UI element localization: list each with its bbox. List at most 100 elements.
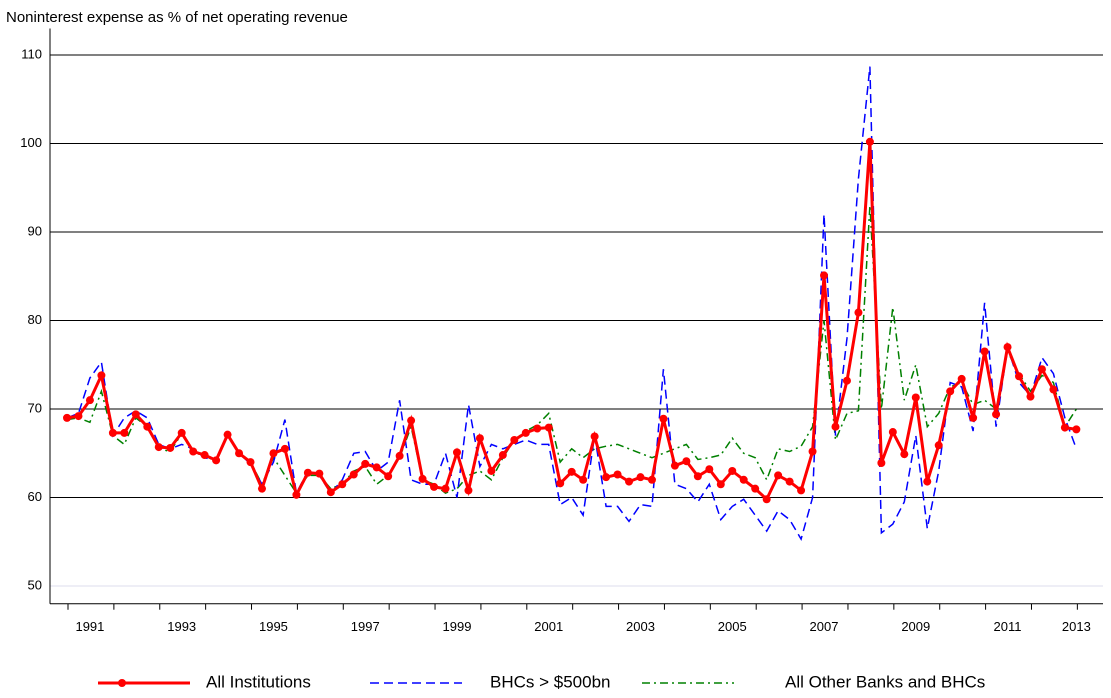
data-point (900, 450, 909, 459)
data-point (475, 434, 484, 443)
data-point (544, 423, 553, 432)
legend-label: BHCs > $500bn (490, 672, 611, 691)
data-point (280, 444, 289, 453)
data-point (212, 456, 221, 465)
data-point (74, 412, 83, 421)
data-point (911, 393, 920, 402)
y-tick-label: 60 (28, 489, 42, 504)
x-tick-label: 2009 (901, 619, 930, 634)
data-point (556, 479, 565, 488)
x-tick-label: 2011 (994, 619, 1022, 634)
data-point (831, 422, 840, 431)
data-point (120, 428, 129, 437)
data-point (1003, 343, 1012, 352)
data-point (143, 422, 152, 431)
data-point (946, 387, 955, 396)
data-point (487, 466, 496, 475)
x-tick-label: 2013 (1062, 619, 1091, 634)
data-point (1037, 365, 1046, 374)
data-point (97, 371, 106, 380)
y-tick-label: 110 (21, 46, 42, 61)
series-line (66, 205, 1078, 495)
legend-label: All Institutions (206, 672, 311, 691)
legend-marker (118, 679, 126, 687)
data-point (969, 413, 978, 422)
data-point (223, 430, 232, 439)
data-point (774, 471, 783, 480)
data-point (980, 347, 989, 356)
data-point (670, 461, 679, 470)
data-point (384, 472, 393, 481)
data-point (430, 482, 439, 491)
data-point (613, 470, 622, 479)
data-point (682, 457, 691, 466)
x-tick-label: 2007 (810, 619, 839, 634)
data-point (315, 469, 324, 478)
y-tick-label: 100 (20, 135, 42, 150)
data-point (934, 441, 943, 450)
data-point (154, 443, 163, 452)
y-tick-label: 90 (28, 223, 42, 238)
data-point (361, 459, 370, 468)
data-point (407, 416, 416, 425)
data-point (441, 484, 450, 493)
data-point (63, 413, 71, 422)
data-point (166, 443, 175, 452)
data-point (693, 472, 702, 481)
data-point (292, 490, 301, 499)
data-point (1049, 385, 1058, 394)
data-point (602, 473, 611, 482)
data-point (85, 396, 94, 405)
x-tick-label: 1995 (259, 619, 288, 634)
x-tick-label: 1997 (351, 619, 380, 634)
data-point (820, 271, 829, 280)
x-tick-label: 1991 (75, 619, 104, 634)
data-point (257, 484, 266, 493)
y-tick-label: 80 (28, 312, 42, 327)
data-point (957, 374, 966, 383)
data-point (739, 475, 748, 484)
data-point (189, 447, 198, 456)
data-point (705, 465, 714, 474)
x-tick-label: 2003 (626, 619, 655, 634)
data-point (808, 447, 817, 456)
data-point (533, 424, 542, 433)
data-point (372, 463, 381, 472)
data-point (235, 449, 244, 458)
data-point (923, 477, 932, 486)
data-point (842, 376, 851, 385)
data-point (200, 451, 209, 460)
data-point (877, 458, 886, 467)
data-point (1026, 392, 1035, 401)
data-point (338, 480, 347, 489)
data-point (785, 477, 794, 486)
data-point (659, 414, 668, 423)
data-point (246, 458, 255, 467)
x-tick-label: 1993 (167, 619, 196, 634)
data-point (498, 451, 507, 460)
data-point (762, 495, 771, 504)
data-point (1060, 423, 1069, 432)
y-tick-label: 50 (28, 577, 42, 592)
x-tick-label: 1999 (443, 619, 472, 634)
data-point (751, 484, 760, 493)
data-point (854, 308, 863, 317)
data-point (108, 428, 117, 437)
data-point (177, 428, 186, 437)
data-point (992, 410, 1001, 419)
y-tick-label: 70 (28, 400, 42, 415)
data-point (636, 473, 645, 482)
data-point (1015, 372, 1024, 381)
data-point (1072, 425, 1081, 434)
data-point (579, 475, 588, 484)
data-point (510, 435, 519, 444)
data-point (303, 468, 312, 477)
data-point (131, 410, 140, 419)
data-point (865, 137, 874, 146)
data-point (418, 474, 427, 483)
data-point (395, 451, 404, 460)
chart-title: Noninterest expense as % of net operatin… (6, 9, 348, 26)
data-point (326, 488, 335, 497)
data-point (464, 486, 473, 495)
